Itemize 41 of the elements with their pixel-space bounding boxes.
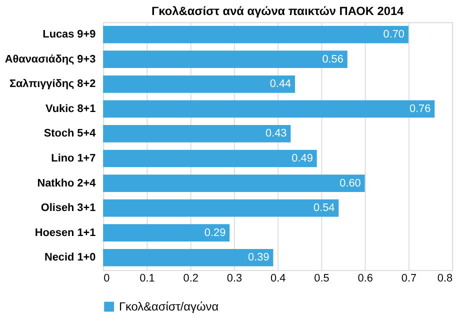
x-tick-label: 0: [104, 272, 110, 284]
legend-label: Γκολ&ασίστ/αγώνα: [118, 300, 219, 314]
y-tick-label: Necid 1+0: [44, 252, 96, 264]
bar: [103, 125, 291, 142]
x-tick-label: 0.4: [270, 272, 286, 284]
bar: [103, 26, 408, 44]
y-tick-label: Natkho 2+4: [37, 177, 96, 190]
bar: [103, 50, 348, 68]
bar: [103, 199, 339, 217]
bar: [103, 150, 317, 168]
bar: [103, 75, 296, 93]
bar: [103, 248, 274, 266]
x-tick-label: 0.2: [183, 272, 198, 284]
y-tick-label: Αθανασιάδης 9+3: [4, 53, 96, 66]
data-label: 0.70: [383, 28, 404, 41]
bar: [103, 174, 365, 192]
x-tick-label: 0.8: [437, 272, 453, 284]
x-tick-label: 0.3: [226, 272, 242, 284]
data-label: 0.56: [322, 53, 344, 66]
chart-title: Γκολ&ασίστ ανά αγώνα παικτών ΠΑΟΚ 2014: [152, 4, 404, 18]
bar: [103, 100, 435, 118]
x-tick-label: 0.5: [314, 272, 330, 284]
data-label: 0.29: [204, 226, 226, 239]
data-label: 0.39: [248, 252, 270, 264]
data-label: 0.43: [266, 128, 287, 140]
y-tick-label: Oliseh 3+1: [40, 202, 96, 214]
data-label: 0.49: [292, 152, 313, 164]
x-tick-label: 0.6: [358, 272, 373, 284]
x-tick-label: 0.7: [401, 272, 417, 284]
y-tick-label: Vukic 8+1: [46, 102, 96, 115]
y-tick-label: Lucas 9+9: [42, 28, 96, 41]
y-tick-label: Stoch 5+4: [44, 128, 96, 140]
data-label: 0.54: [313, 202, 335, 214]
data-label: 0.76: [409, 102, 431, 115]
data-label: 0.44: [270, 78, 292, 90]
y-tick-label: Σαλπιγγίδης 8+2: [9, 78, 96, 90]
x-tick-label: 0.1: [140, 272, 155, 284]
y-tick-label: Hoesen 1+1: [34, 226, 96, 239]
data-label: 0.60: [340, 177, 361, 190]
y-tick-label: Lino 1+7: [51, 152, 96, 164]
bar: [103, 224, 230, 242]
